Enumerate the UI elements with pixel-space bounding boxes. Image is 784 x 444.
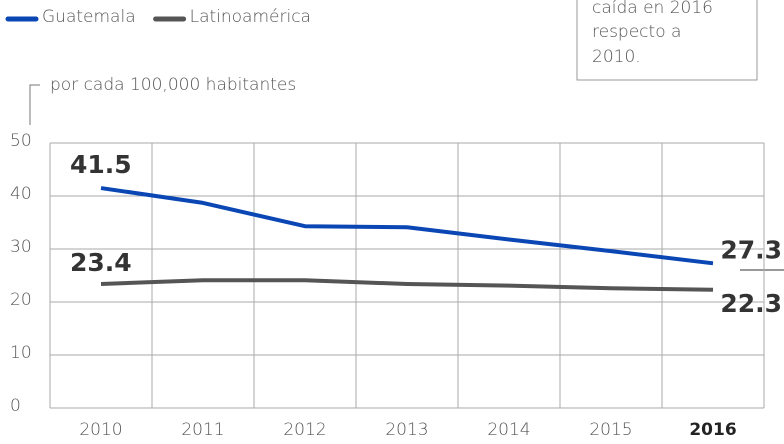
y-tick-label: 20 [10, 290, 32, 310]
annotation-box [576, 0, 758, 81]
subtitle: por cada 100,000 habitantes [50, 75, 296, 95]
data-label: 22.3 [720, 289, 782, 318]
series-line [100, 278, 714, 292]
x-tick-label: 2016 [689, 420, 736, 440]
x-tick-label: 2014 [487, 420, 530, 440]
legend-label: Guatemala [42, 7, 136, 27]
x-tick-label: 2010 [79, 420, 122, 440]
y-tick-label: 40 [10, 184, 32, 204]
annotation-line: caída en 2016 [592, 0, 713, 18]
x-tick-label: 2013 [385, 420, 428, 440]
legend-label: Latinoamérica [190, 7, 311, 27]
y-tick-label: 50 [10, 131, 32, 151]
annotation-line: respecto a [592, 22, 681, 42]
x-tick-label: 2011 [181, 420, 224, 440]
y-tick-label: 0 [10, 396, 21, 416]
data-label: 27.3 [720, 235, 782, 264]
x-tick-label: 2015 [589, 420, 632, 440]
data-label: 41.5 [70, 150, 132, 179]
x-tick-label: 2012 [283, 420, 326, 440]
y-tick-label: 10 [10, 343, 32, 363]
series-line [100, 186, 714, 266]
subtitle-bracket [29, 84, 40, 125]
data-label: 23.4 [70, 248, 132, 277]
annotation-line: 2010. [592, 47, 641, 67]
y-tick-label: 30 [10, 237, 32, 257]
